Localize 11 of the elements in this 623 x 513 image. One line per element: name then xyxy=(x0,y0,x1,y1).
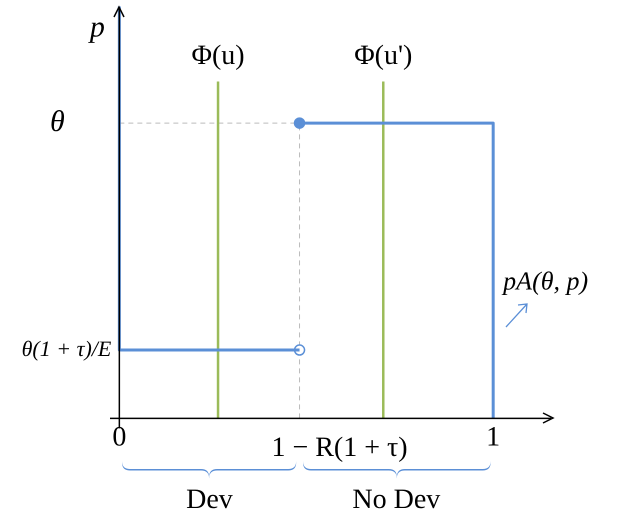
x-tick-label: 0 xyxy=(112,422,126,453)
text: Dev xyxy=(186,484,233,513)
y-axis-title: p xyxy=(88,10,105,44)
annotation: pA(θ, p) xyxy=(501,266,588,296)
annotation: θ(1 + τ)/E xyxy=(22,336,112,361)
ref-line-label: θ xyxy=(50,104,65,138)
ref-line-label: Φ(u) xyxy=(191,40,245,71)
x-tick-label: 1 xyxy=(486,422,500,453)
ref-line-label: 1 − R(1 + τ) xyxy=(271,432,408,463)
ref-line-label: Φ(u') xyxy=(354,40,412,71)
text: No Dev xyxy=(352,484,440,513)
